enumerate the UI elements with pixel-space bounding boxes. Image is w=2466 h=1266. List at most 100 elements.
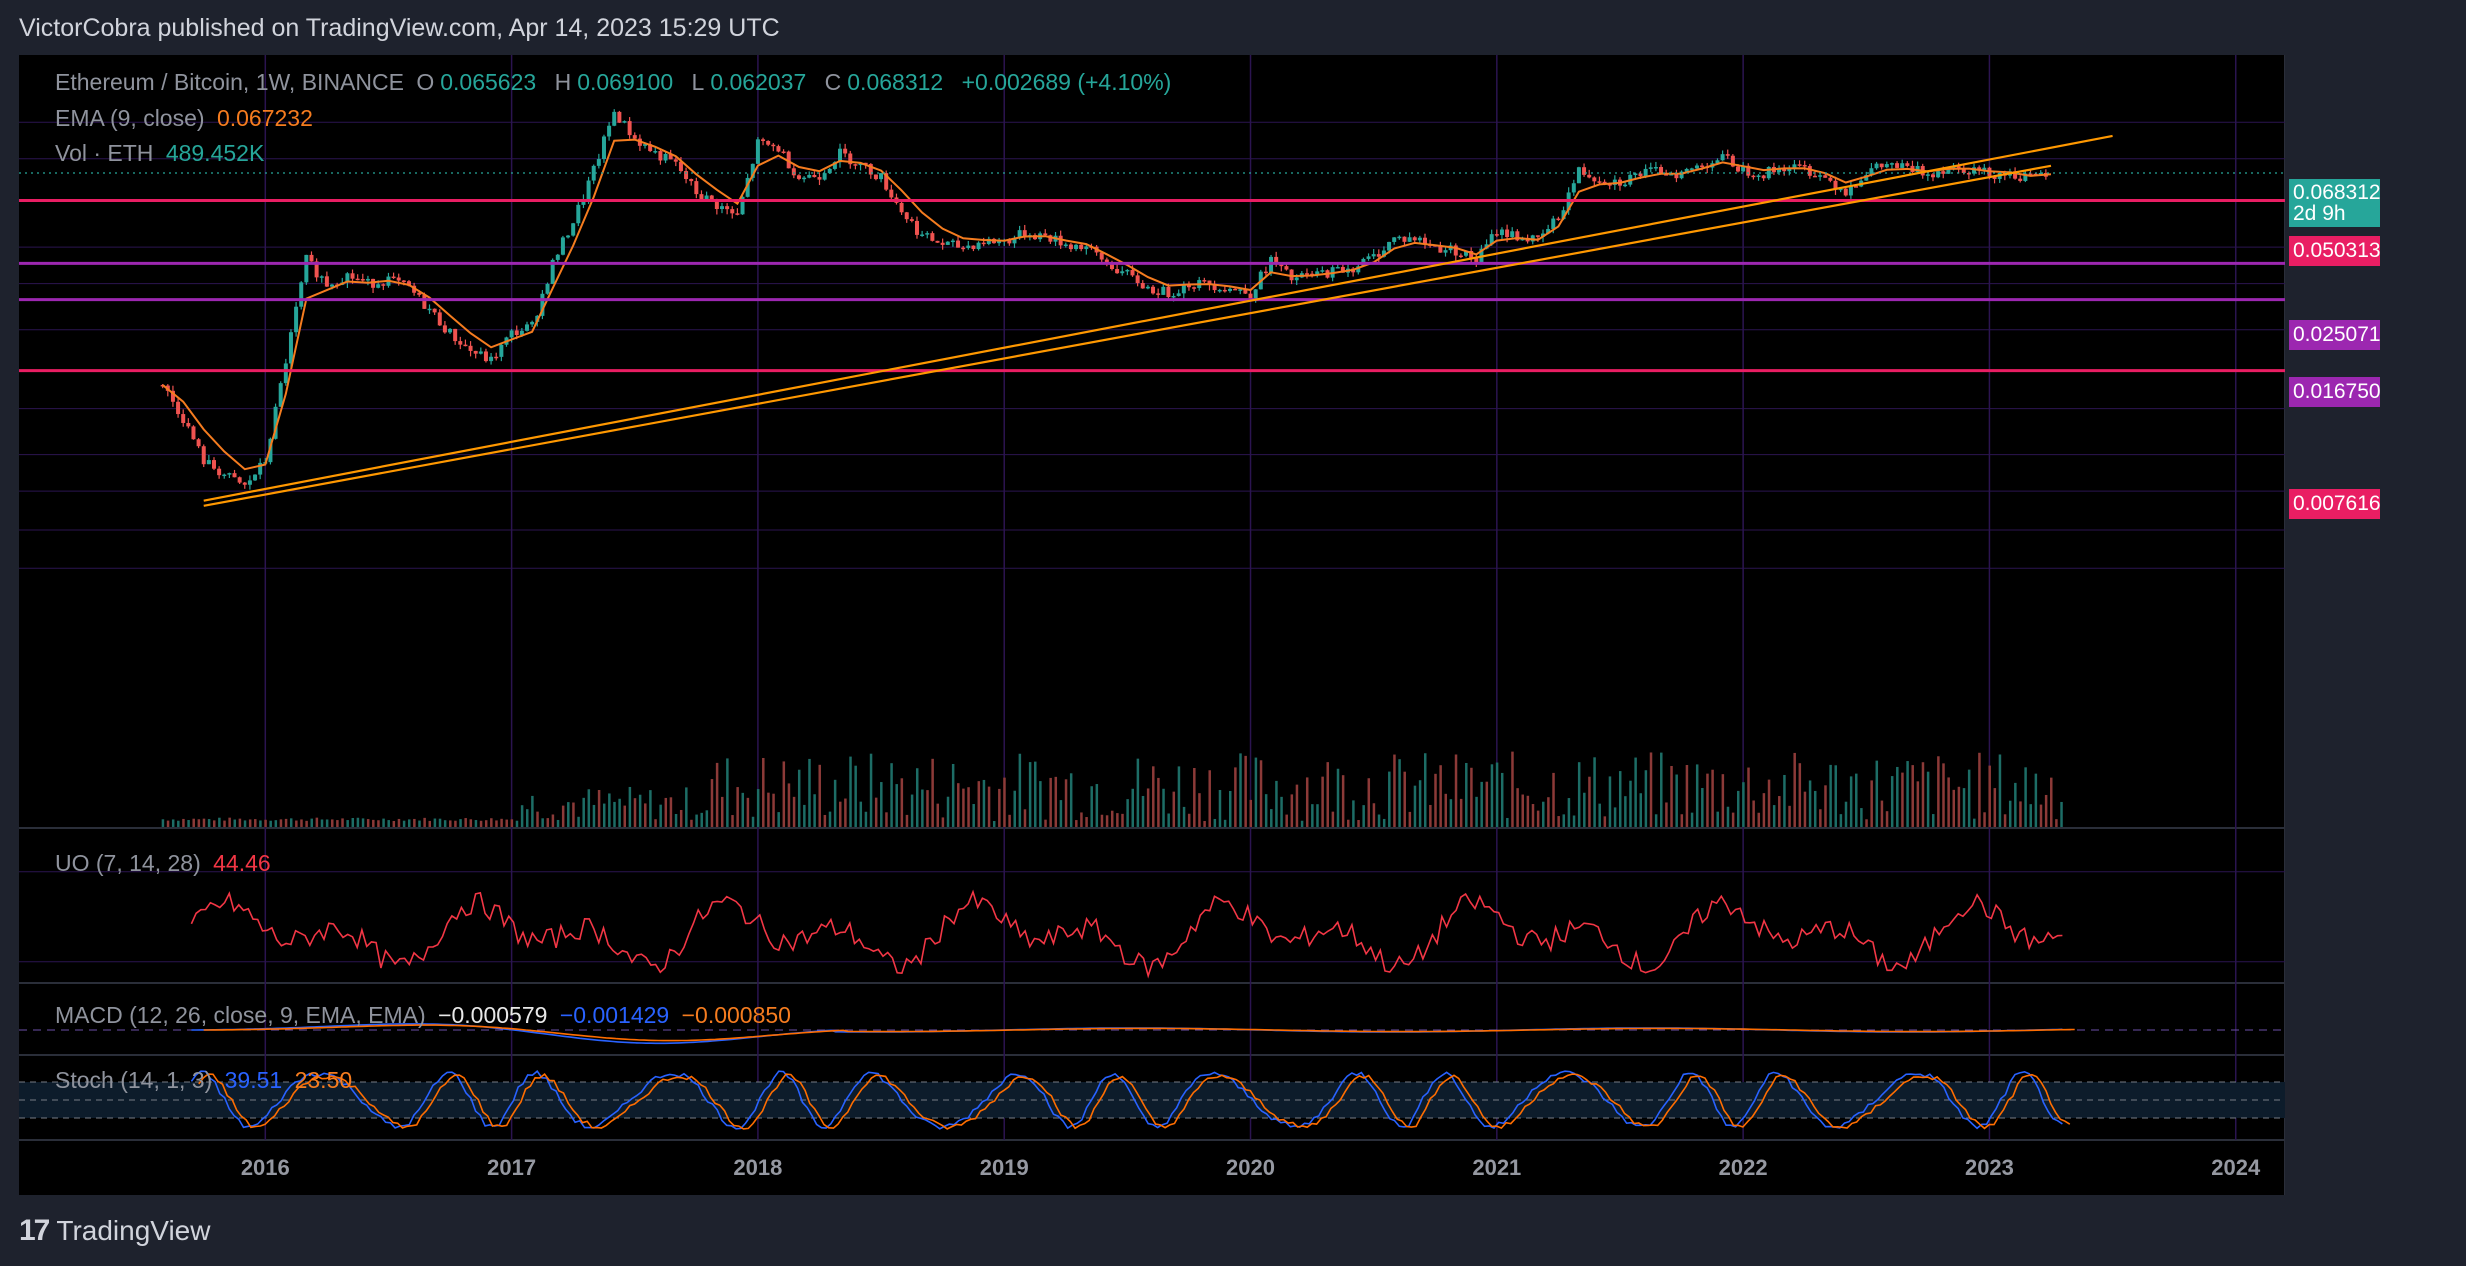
volume-bar	[1613, 807, 1617, 827]
volume-bar	[1654, 814, 1658, 827]
uo-legend[interactable]: UO (7, 14, 28) 44.46	[55, 850, 277, 877]
volume-bar	[1408, 811, 1412, 827]
volume-bar	[1003, 777, 1006, 827]
candle-body	[448, 328, 453, 333]
candle-body	[1648, 167, 1653, 169]
volume-bar	[372, 819, 375, 827]
volume-bar	[987, 786, 991, 827]
candle-body	[1802, 165, 1807, 167]
candle-body	[1669, 174, 1674, 176]
volume-bar	[351, 817, 355, 827]
candle-body	[417, 292, 422, 295]
candle-body	[288, 332, 293, 364]
candle-body	[658, 151, 663, 161]
candle-body	[1638, 173, 1643, 177]
volume-bar	[1495, 762, 1499, 827]
candle-body	[1746, 165, 1751, 176]
volume-legend[interactable]: Vol · ETH 489.452K	[55, 140, 270, 167]
candle-body	[1664, 174, 1669, 176]
candle-body	[1387, 241, 1392, 251]
volume-bar	[182, 818, 185, 827]
candle-body	[253, 474, 258, 481]
candle-body	[1694, 165, 1699, 169]
volume-bar	[2003, 814, 2007, 827]
volume-bar	[1726, 806, 1730, 827]
volume-bar	[577, 816, 580, 827]
candle-body	[1099, 252, 1104, 260]
candle-body	[694, 181, 699, 195]
candle-body	[1741, 165, 1746, 172]
x-tick-label: 2020	[1226, 1155, 1275, 1180]
volume-bar	[1603, 816, 1607, 827]
tradingview-brand[interactable]: 17 TradingView	[19, 1214, 210, 1248]
volume-bar	[464, 818, 467, 827]
volume-bar	[1177, 766, 1181, 827]
candle-body	[1546, 228, 1551, 234]
candle-body	[1443, 250, 1448, 253]
candle-body	[689, 179, 694, 182]
volume-bar	[649, 790, 652, 827]
candle-body	[1017, 230, 1022, 238]
stoch-legend[interactable]: Stoch (14, 1, 3) 39.51 23.50	[55, 1067, 358, 1094]
macd-legend[interactable]: MACD (12, 26, close, 9, EMA, EMA) −0.000…	[55, 1002, 797, 1029]
volume-bar	[295, 820, 298, 827]
candle-body	[1310, 273, 1315, 276]
volume-bar	[2014, 782, 2017, 827]
brand-name: TradingView	[56, 1215, 211, 1246]
candle-body	[1576, 167, 1581, 184]
candle-body	[1156, 293, 1161, 295]
volume-bar	[1254, 757, 1258, 827]
volume-bar	[859, 801, 863, 827]
volume-bar	[310, 818, 313, 827]
volume-bar	[1747, 767, 1750, 827]
candle-body	[1977, 167, 1982, 171]
volume-bar	[1649, 752, 1653, 827]
volume-bar	[387, 820, 390, 827]
volume-bar	[967, 787, 970, 827]
volume-bar	[1598, 803, 1601, 827]
candle-body	[304, 254, 309, 283]
volume-bar	[546, 818, 550, 827]
volume-bar	[977, 781, 981, 827]
volume-bar	[700, 812, 703, 827]
candle-body	[822, 173, 827, 180]
trendline	[203, 134, 2113, 502]
volume-bar	[1880, 800, 1884, 827]
volume-bar	[197, 819, 201, 827]
candle-body	[1274, 256, 1279, 265]
volume-bar	[1352, 800, 1355, 827]
volume-bar	[1044, 819, 1047, 827]
volume-bar	[2050, 777, 2053, 827]
volume-bar	[1624, 796, 1627, 827]
volume-bar	[951, 763, 955, 827]
volume-bar	[803, 804, 806, 827]
candle-body	[812, 174, 817, 178]
volume-bar	[664, 797, 668, 827]
volume-bar	[1244, 755, 1247, 827]
volume-bar	[1675, 774, 1678, 827]
volume-bar	[849, 756, 852, 827]
candle-body	[1535, 235, 1540, 237]
candle-body	[396, 277, 401, 281]
candle-body	[283, 363, 288, 384]
ema-legend[interactable]: EMA (9, close) 0.067232	[55, 105, 319, 132]
volume-bar	[690, 819, 693, 827]
candle-body	[545, 283, 550, 294]
chart-panel[interactable]: 2016201720182019202020212022202320240.12…	[19, 55, 2285, 1195]
candle-body	[1505, 229, 1510, 238]
volume-bar	[1593, 757, 1596, 827]
volume-bar	[1916, 781, 1920, 827]
ema-line	[162, 138, 2052, 471]
volume-bar	[1639, 793, 1643, 827]
candle-body	[1212, 284, 1217, 291]
volume-bar	[2060, 801, 2063, 827]
candle-body	[1854, 186, 1859, 188]
candle-body	[186, 422, 191, 427]
price-chart[interactable]: 2016201720182019202020212022202320240.12…	[19, 55, 2285, 1195]
candle-body	[714, 200, 719, 210]
volume-bar	[474, 820, 478, 827]
candle-body	[1951, 166, 1956, 170]
volume-bar	[2024, 767, 2027, 827]
volume-bar	[1388, 771, 1391, 827]
volume-bar	[926, 790, 929, 827]
